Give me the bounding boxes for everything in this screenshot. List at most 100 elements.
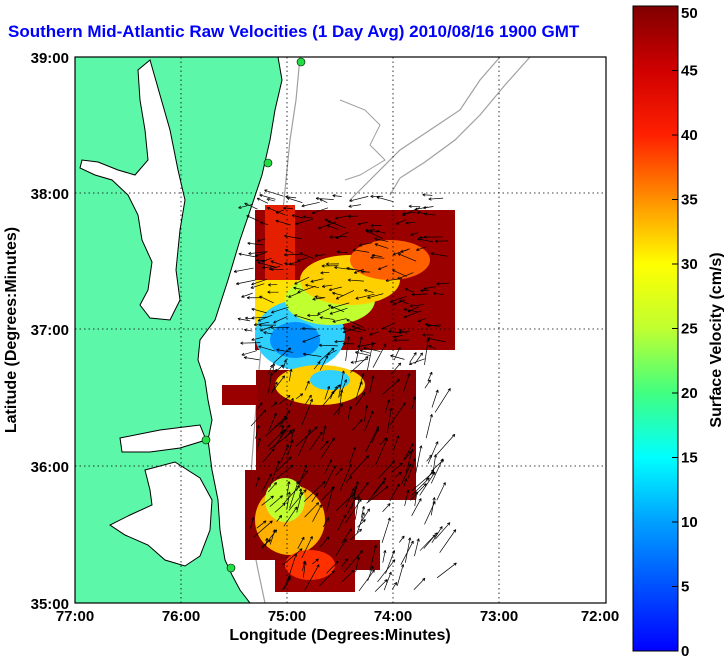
velocity-arrow [374,243,389,249]
velocity-arrow [304,564,320,591]
velocity-arrow [279,410,291,428]
velocity-arrow [350,485,358,501]
velocity-arrow [276,514,282,522]
velocity-arrow [428,197,444,201]
colorbar-tick-label: 30 [681,256,698,273]
velocity-arrow [404,451,412,460]
velocity-arrow [302,560,306,571]
velocity-arrow [319,536,330,548]
velocity-arrow [298,429,311,456]
velocity-arrow [315,196,334,201]
velocity-arrow [283,253,300,257]
velocity-arrow [403,310,422,318]
velocity-arrow [411,292,428,297]
velocity-arrow [326,560,339,574]
x-tick-label: 73:00 [480,608,518,625]
velocity-arrow [355,336,363,364]
velocity-arrow [402,211,417,216]
colorbar-tick-label: 50 [681,5,698,22]
velocity-arrow [304,380,310,391]
velocity-arrow [289,368,293,382]
velocity-arrow [297,536,305,549]
velocity-arrow [284,429,292,439]
velocity-arrow [251,336,263,342]
velocity-arrow [312,558,319,565]
velocity-arrow [241,350,258,356]
velocity-arrow [357,519,366,528]
velocity-arrow [288,261,299,266]
velocity-arrow [270,325,290,330]
velocity-arrow [238,252,255,258]
velocity-arrow [436,562,457,579]
velocity-arrow [247,241,264,246]
velocity-arrow [340,528,352,545]
velocity-arrow [409,352,417,363]
velocity-arrow [345,336,351,361]
plot-border [74,56,607,604]
velocity-arrow [410,232,419,236]
velocity-arrow [372,343,387,368]
velocity-arrow [408,204,421,208]
velocity-arrow [233,267,254,273]
velocity-arrow [319,355,329,371]
x-tick-label: 76:00 [162,608,200,625]
velocity-arrow [393,299,406,306]
velocity-arrow [345,498,362,524]
y-axis-label: Latitude (Degrees:Minutes) [3,227,20,433]
velocity-arrow [332,318,347,323]
velocity-arrow [274,502,286,513]
velocity-arrow [370,224,382,228]
velocity-arrow [349,446,357,465]
velocity-arrow [364,404,369,422]
velocity-arrow [328,286,342,292]
velocity-arrow [404,288,415,293]
velocity-arrow [424,323,440,328]
x-tick-label: 72:00 [581,608,619,625]
velocity-arrow [322,517,330,528]
velocity-arrow [256,238,266,243]
velocity-arrow [275,209,284,214]
velocity-arrow [423,212,436,216]
velocity-arrow [263,331,273,335]
velocity-arrow [303,481,326,502]
velocity-arrow [431,389,439,408]
velocity-arrow [322,425,327,441]
velocity-arrow [369,331,380,336]
velocity-arrow [243,356,260,361]
velocity-arrow [355,372,365,401]
velocity-arrow [304,502,320,518]
velocity-arrow [403,373,411,393]
grid [75,57,606,603]
velocity-arrow [330,302,350,310]
velocity-arrow [360,506,365,518]
velocity-arrow [273,347,292,364]
velocity-arrow [271,381,278,394]
velocity-arrow [423,286,437,290]
velocity-arrow [270,260,283,266]
velocity-arrow [257,261,277,268]
velocity-arrow [382,549,387,563]
velocity-arrow [409,304,425,308]
velocity-arrow [350,528,362,541]
velocity-arrow [339,379,347,397]
velocity-arrow [350,356,369,373]
velocity-arrow [373,477,387,495]
velocity-arrow [244,202,258,210]
velocity-arrow [338,370,345,398]
velocity-arrow [352,419,363,431]
velocity-arrow [384,399,391,413]
velocity-arrow [297,285,316,294]
velocity-arrow [320,271,330,275]
velocity-arrow [414,491,419,507]
velocity-arrow [302,215,314,219]
velocity-arrow [428,345,437,349]
velocity-arrow [246,296,262,300]
velocity-arrow [374,579,388,592]
velocity-arrow [379,437,388,445]
velocity-arrow [348,214,359,218]
velocity-arrow [335,467,343,476]
velocity-arrow [314,295,325,299]
velocity-arrow [424,338,430,365]
velocity-arrow [332,194,342,198]
velocity-arrow [307,313,319,318]
